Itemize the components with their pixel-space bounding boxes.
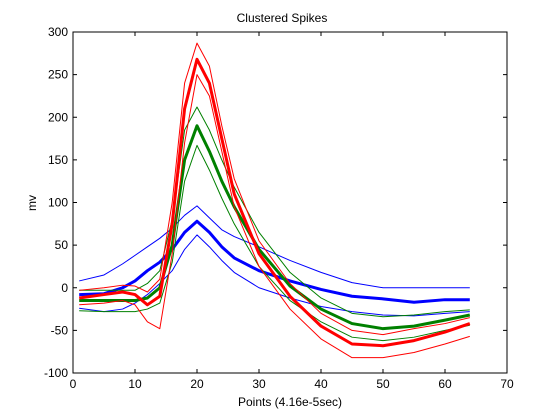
series-line-2-lower-bound (79, 234, 470, 317)
series-line-1-upper-bound (79, 205, 470, 289)
x-tick-label: 60 (438, 377, 452, 391)
series-line-0-mean (79, 219, 470, 304)
x-axis-label: Points (4.16e-5sec) (238, 395, 342, 409)
x-tick-label: 40 (314, 377, 328, 391)
x-tick-label: 70 (500, 377, 514, 391)
y-tick-label: 200 (48, 110, 68, 124)
y-axis-label: mv (25, 195, 39, 211)
x-tick-label: 20 (190, 377, 204, 391)
y-tick-label: -50 (51, 323, 69, 337)
series-line-8-lower-bound (79, 74, 470, 359)
x-tick-label: 10 (128, 377, 142, 391)
series-line-6-mean (78, 57, 471, 348)
y-tick-label: 0 (61, 281, 68, 295)
y-tick-label: 300 (48, 25, 68, 39)
series-line-7-upper-bound (79, 42, 470, 336)
y-tick-label: 250 (48, 68, 68, 82)
x-tick-label: 0 (70, 377, 77, 391)
y-tick-label: 150 (48, 153, 68, 167)
y-tick-label: 100 (48, 196, 68, 210)
y-tick-label: -100 (44, 366, 68, 380)
x-tick-label: 50 (376, 377, 390, 391)
plot-area (73, 32, 507, 373)
x-tick-label: 30 (252, 377, 266, 391)
series-line-3-mean (79, 124, 471, 331)
series-line-4-upper-bound (79, 106, 470, 318)
series-line-5-lower-bound (79, 144, 470, 342)
y-tick-label: 50 (55, 238, 69, 252)
ticks-layer: 0 10 20 30 40 50 60 70 -100 -50 0 50 100 150 200 250 300 (44, 25, 514, 391)
series-layer (78, 42, 471, 359)
chart-title: Clustered Spikes (237, 11, 328, 25)
